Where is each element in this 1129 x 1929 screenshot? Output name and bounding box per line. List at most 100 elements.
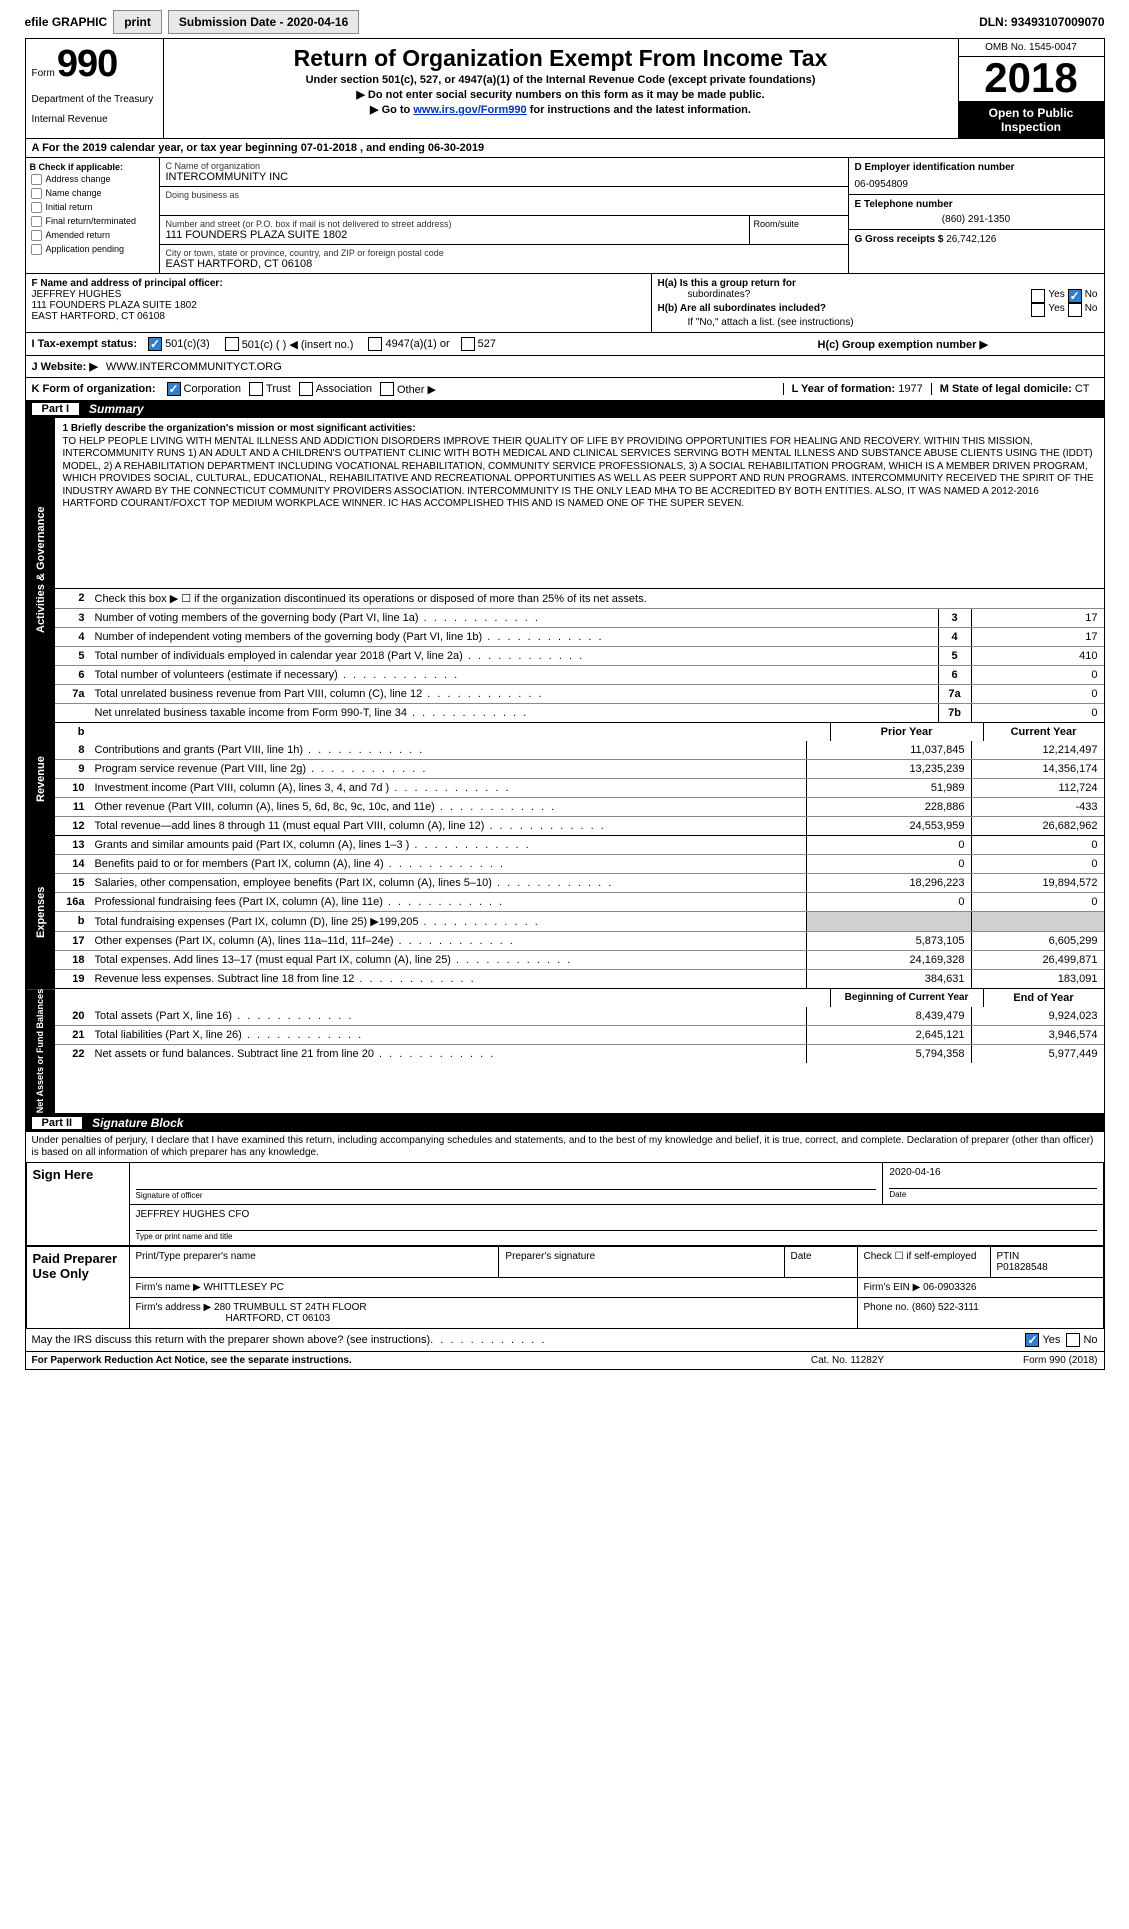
table-row: 21Total liabilities (Part X, line 26)2,6… (55, 1025, 1104, 1044)
table-row: 6Total number of volunteers (estimate if… (55, 665, 1104, 684)
form-subtitle-1: Under section 501(c), 527, or 4947(a)(1)… (170, 74, 952, 86)
beginning-year-header: Beginning of Current Year (830, 989, 983, 1007)
ha-yes-checkbox[interactable] (1031, 289, 1045, 303)
part2-header: Part II Signature Block (26, 1114, 1104, 1132)
table-row: 13Grants and similar amounts paid (Part … (55, 836, 1104, 854)
dba-label: Doing business as (166, 190, 842, 200)
table-row: 15Salaries, other compensation, employee… (55, 873, 1104, 892)
e-phone-label: E Telephone number (855, 199, 1098, 210)
preparer-name-label: Print/Type preparer's name (129, 1247, 499, 1278)
k-corp-checkbox[interactable]: ✓ (167, 382, 181, 396)
table-row: 14Benefits paid to or for members (Part … (55, 854, 1104, 873)
mission-label: 1 Briefly describe the organization's mi… (63, 423, 1096, 436)
501c-checkbox[interactable] (225, 337, 239, 351)
paid-preparer-table: Paid Preparer Use Only Print/Type prepar… (26, 1246, 1104, 1329)
table-row: 11Other revenue (Part VIII, column (A), … (55, 797, 1104, 816)
table-row: Net unrelated business taxable income fr… (55, 703, 1104, 722)
table-row: 20Total assets (Part X, line 16)8,439,47… (55, 1007, 1104, 1025)
addr-label: Number and street (or P.O. box if mail i… (166, 219, 743, 229)
vtab-net-assets: Net Assets or Fund Balances (26, 989, 55, 1113)
paperwork-notice: For Paperwork Reduction Act Notice, see … (32, 1355, 758, 1366)
tax-year-line: A For the 2019 calendar year, or tax yea… (26, 138, 1104, 158)
penalty-statement: Under penalties of perjury, I declare th… (26, 1132, 1104, 1162)
print-button[interactable]: print (113, 10, 162, 34)
firm-address: 280 TRUMBULL ST 24TH FLOOR (214, 1302, 367, 1313)
org-city: EAST HARTFORD, CT 06108 (166, 258, 842, 270)
discuss-label: May the IRS discuss this return with the… (32, 1334, 431, 1346)
top-toolbar: efile GRAPHIC print Submission Date - 20… (25, 10, 1105, 34)
officer-signature-name: JEFFREY HUGHES CFO (136, 1209, 1097, 1220)
check-initial-return[interactable]: Initial return (30, 201, 155, 214)
row-b-num: b (55, 723, 91, 741)
officer-name-label: Type or print name and title (136, 1230, 1097, 1241)
k-other-checkbox[interactable] (380, 382, 394, 396)
efile-label: efile GRAPHIC (25, 15, 108, 29)
self-employed-check[interactable]: Check ☐ if self-employed (857, 1247, 990, 1278)
check-amended-return[interactable]: Amended return (30, 229, 155, 242)
cat-number: Cat. No. 11282Y (758, 1355, 938, 1366)
state-domicile: CT (1075, 383, 1090, 395)
open-public-badge: Open to Public Inspection (959, 102, 1104, 138)
vtab-expenses: Expenses (26, 836, 55, 988)
year-formation: 1977 (898, 383, 922, 395)
form-subtitle-2: ▶ Do not enter social security numbers o… (170, 88, 952, 101)
org-address: 111 FOUNDERS PLAZA SUITE 1802 (166, 229, 743, 241)
firm-ein: 06-0903326 (923, 1282, 976, 1293)
vtab-activities: Activities & Governance (26, 418, 55, 722)
end-year-header: End of Year (983, 989, 1104, 1007)
preparer-sig-label: Preparer's signature (499, 1247, 784, 1278)
part1-header: Part I Summary (26, 400, 1104, 418)
hb-yes-checkbox[interactable] (1031, 303, 1045, 317)
k-assoc-checkbox[interactable] (299, 382, 313, 396)
table-row: 12Total revenue—add lines 8 through 11 (… (55, 816, 1104, 835)
irs-link[interactable]: www.irs.gov/Form990 (413, 104, 526, 116)
paid-preparer-label: Paid Preparer Use Only (26, 1247, 129, 1329)
city-label: City or town, state or province, country… (166, 248, 842, 258)
ha-no-checkbox[interactable]: ✓ (1068, 289, 1082, 303)
firm-phone: (860) 522-3111 (912, 1302, 979, 1313)
f-officer-label: F Name and address of principal officer: (32, 278, 645, 289)
4947-checkbox[interactable] (368, 337, 382, 351)
table-row: 10Investment income (Part VIII, column (… (55, 778, 1104, 797)
i-label: I Tax-exempt status: (32, 338, 138, 350)
dln-label: DLN: 93493107009070 (979, 15, 1104, 29)
check-address-change[interactable]: Address change (30, 173, 155, 186)
527-checkbox[interactable] (461, 337, 475, 351)
room-suite-label: Room/suite (749, 216, 848, 244)
501c3-checkbox[interactable]: ✓ (148, 337, 162, 351)
table-row: 7aTotal unrelated business revenue from … (55, 684, 1104, 703)
dept-irs: Internal Revenue (32, 114, 157, 126)
page-footer: For Paperwork Reduction Act Notice, see … (26, 1351, 1104, 1369)
sign-here-label: Sign Here (26, 1163, 129, 1246)
check-name-change[interactable]: Name change (30, 187, 155, 200)
check-application-pending[interactable]: Application pending (30, 243, 155, 256)
ptin-label: PTIN (997, 1251, 1097, 1262)
sig-officer-label: Signature of officer (136, 1189, 877, 1200)
discuss-yes-checkbox[interactable]: ✓ (1025, 1333, 1039, 1347)
table-row: 3Number of voting members of the governi… (55, 608, 1104, 627)
current-year-header: Current Year (983, 723, 1104, 741)
form-subtitle-3: ▶ Go to www.irs.gov/Form990 for instruct… (170, 103, 952, 116)
form-footer-label: Form 990 (2018) (938, 1355, 1098, 1366)
submission-date-button[interactable]: Submission Date - 2020-04-16 (168, 10, 359, 34)
sig-date: 2020-04-16 (889, 1167, 1096, 1178)
k-label: K Form of organization: (32, 383, 156, 395)
vtab-revenue: Revenue (26, 723, 55, 835)
tax-year: 2018 (959, 57, 1104, 102)
check-final-return[interactable]: Final return/terminated (30, 215, 155, 228)
table-row: 2Check this box ▶ ☐ if the organization … (55, 589, 1104, 608)
k-trust-checkbox[interactable] (249, 382, 263, 396)
gross-receipts-value: 26,742,126 (946, 234, 996, 245)
table-row: bTotal fundraising expenses (Part IX, co… (55, 911, 1104, 931)
table-row: 5Total number of individuals employed in… (55, 646, 1104, 665)
table-row: 4Number of independent voting members of… (55, 627, 1104, 646)
table-row: 8Contributions and grants (Part VIII, li… (55, 741, 1104, 759)
sig-date-label: Date (889, 1188, 1096, 1199)
hb-no-checkbox[interactable] (1068, 303, 1082, 317)
form-prefix: Form (32, 68, 55, 79)
table-row: 18Total expenses. Add lines 13–17 (must … (55, 950, 1104, 969)
table-row: 9Program service revenue (Part VIII, lin… (55, 759, 1104, 778)
discuss-no-checkbox[interactable] (1066, 1333, 1080, 1347)
j-label: J Website: ▶ (32, 360, 98, 373)
firm-name: WHITTLESEY PC (203, 1282, 283, 1293)
